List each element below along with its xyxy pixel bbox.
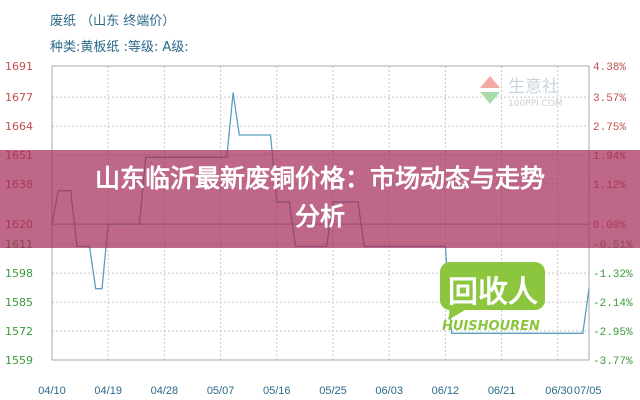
title-banner	[0, 150, 640, 248]
huishouren-logo: 回收人 HUISHOUREN	[440, 262, 580, 336]
x-tick-label: 05/07	[207, 385, 235, 397]
watermark-site: 100PPI.COM	[508, 99, 563, 109]
chart-subtitle: 种类:黄板纸 :等级: A级:	[50, 40, 189, 55]
y-tick-label-right: 2.75%	[593, 122, 626, 134]
data-point	[588, 288, 590, 290]
y-tick-label-right: -1.32%	[593, 269, 633, 281]
banner-line-1: 山东临沂最新废铜价格：市场动态与走势	[94, 164, 545, 193]
y-tick-label-right: -2.95%	[593, 327, 633, 339]
banner-title: 山东临沂最新废铜价格：市场动态与走势 分析	[0, 160, 640, 236]
x-tick-label: 04/28	[151, 385, 179, 397]
x-tick-label: 04/10	[38, 385, 66, 397]
x-tick-label: 04/19	[94, 385, 122, 397]
y-tick-label-left: 1585	[5, 296, 33, 309]
y-tick-label-right: 4.38%	[593, 62, 626, 74]
banner-line-2: 分析	[294, 202, 345, 231]
chart-title: 废纸 （山东 终端价）	[50, 14, 176, 29]
y-tick-label-left: 1664	[5, 120, 33, 133]
y-tick-label-left: 1559	[5, 354, 33, 367]
watermark-name: 生意社	[508, 77, 559, 97]
y-tick-label-right: 3.57%	[593, 93, 626, 105]
data-point	[232, 92, 234, 94]
x-tick-label: 07/05	[574, 385, 602, 397]
y-tick-label-right: -2.14%	[593, 298, 633, 310]
y-tick-label-right: -3.77%	[593, 356, 633, 368]
data-point	[582, 332, 584, 334]
x-tick-label: 06/12	[432, 385, 460, 397]
x-tick-label: 06/30	[545, 385, 573, 397]
x-tick-label: 05/16	[263, 385, 291, 397]
x-tick-label: 06/21	[488, 385, 516, 397]
data-point	[101, 288, 103, 290]
data-point	[95, 288, 97, 290]
data-point	[238, 134, 240, 136]
x-tick-label: 05/25	[319, 385, 347, 397]
y-tick-label-left: 1677	[5, 91, 33, 104]
logo-sub: HUISHOUREN	[442, 319, 540, 332]
y-tick-label-left: 1598	[5, 267, 33, 280]
x-tick-label: 06/03	[375, 385, 403, 397]
logo-text: 回收人	[448, 275, 538, 310]
data-point	[451, 332, 453, 334]
y-tick-label-left: 1572	[5, 325, 33, 338]
data-point	[270, 134, 272, 136]
watermark-100ppi: 生意社 100PPI.COM	[478, 72, 578, 116]
y-tick-label-left: 1691	[5, 60, 33, 73]
